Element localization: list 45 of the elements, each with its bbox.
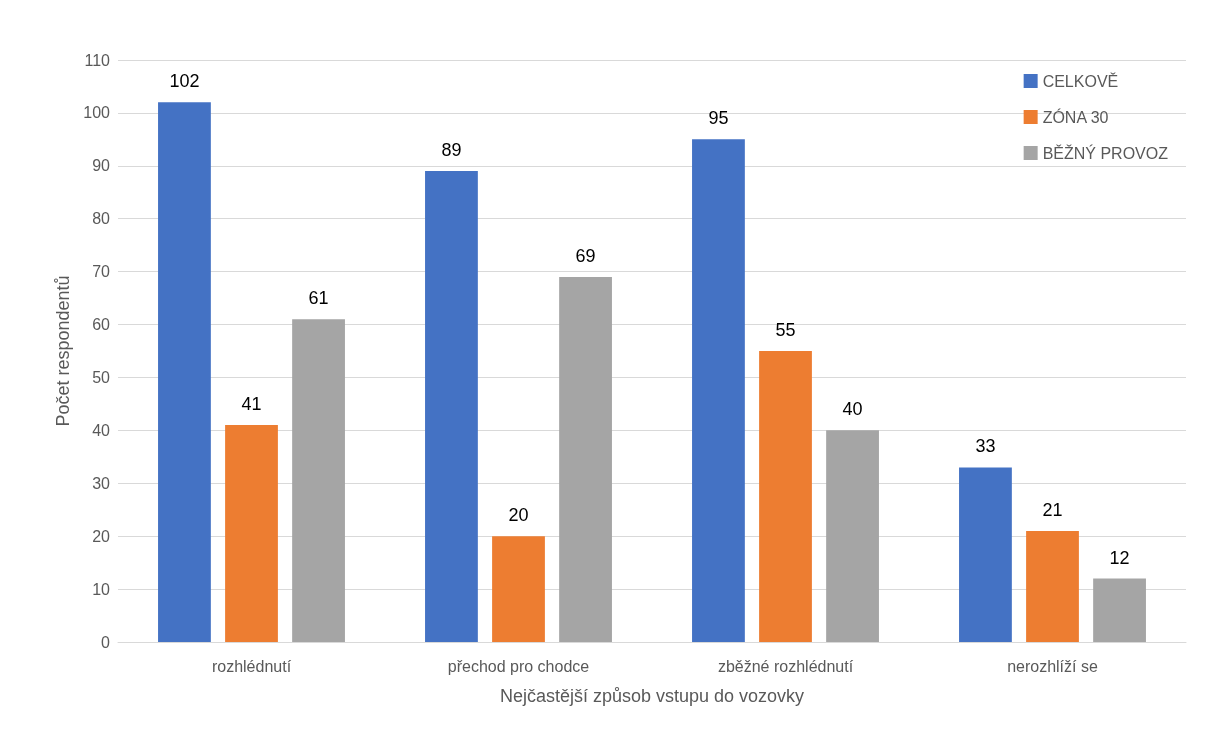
bar xyxy=(959,467,1012,642)
data-label: 89 xyxy=(441,140,462,161)
bar xyxy=(692,139,745,642)
bar xyxy=(158,102,211,642)
data-label: 33 xyxy=(975,436,996,457)
bar xyxy=(292,319,345,642)
x-tick-label: přechod pro chodce xyxy=(447,657,590,675)
data-label: 40 xyxy=(842,399,863,420)
y-tick-label: 60 xyxy=(92,316,111,334)
y-tick-label: 90 xyxy=(92,157,111,175)
data-label: 12 xyxy=(1109,547,1130,568)
data-label: 61 xyxy=(308,288,329,309)
data-label: 20 xyxy=(508,505,529,526)
bar xyxy=(1026,530,1079,642)
y-tick-label: 40 xyxy=(92,421,111,439)
data-label: 55 xyxy=(775,320,796,340)
y-tick-label: 20 xyxy=(92,527,111,545)
bar xyxy=(759,351,812,642)
x-tick-label: nerozhlíží se xyxy=(1007,657,1098,675)
y-tick-label: 0 xyxy=(101,633,111,651)
y-tick-label: 70 xyxy=(92,263,111,281)
y-tick-label: 80 xyxy=(92,210,111,228)
data-label: 21 xyxy=(1042,499,1063,520)
x-tick-label: rozhlédnutí xyxy=(211,657,292,675)
data-label: 41 xyxy=(241,394,262,415)
y-axis-title: Počet respondentů xyxy=(53,275,74,427)
y-tick-label: 10 xyxy=(92,580,111,598)
y-tick-label: 100 xyxy=(83,104,111,122)
data-label: 69 xyxy=(575,245,596,266)
legend-label: BĚŽNÝ PROVOZ xyxy=(1042,143,1169,162)
legend-label: ZÓNA 30 xyxy=(1042,107,1109,126)
bar xyxy=(425,171,478,642)
bar xyxy=(826,430,879,642)
x-tick-label: zběžné rozhlédnutí xyxy=(717,657,854,675)
y-tick-label: 110 xyxy=(84,51,111,69)
legend-label: CELKOVĚ xyxy=(1042,71,1119,90)
y-tick-label: 50 xyxy=(92,368,111,386)
bar xyxy=(1093,578,1146,642)
bar xyxy=(492,536,545,642)
bar xyxy=(559,276,612,642)
bar xyxy=(225,425,278,642)
data-label: 102 xyxy=(169,71,200,92)
x-axis-title: Nejčastější způsob vstupu do vozovky xyxy=(499,686,805,706)
y-tick-label: 30 xyxy=(92,474,111,492)
data-label: 95 xyxy=(708,108,729,129)
